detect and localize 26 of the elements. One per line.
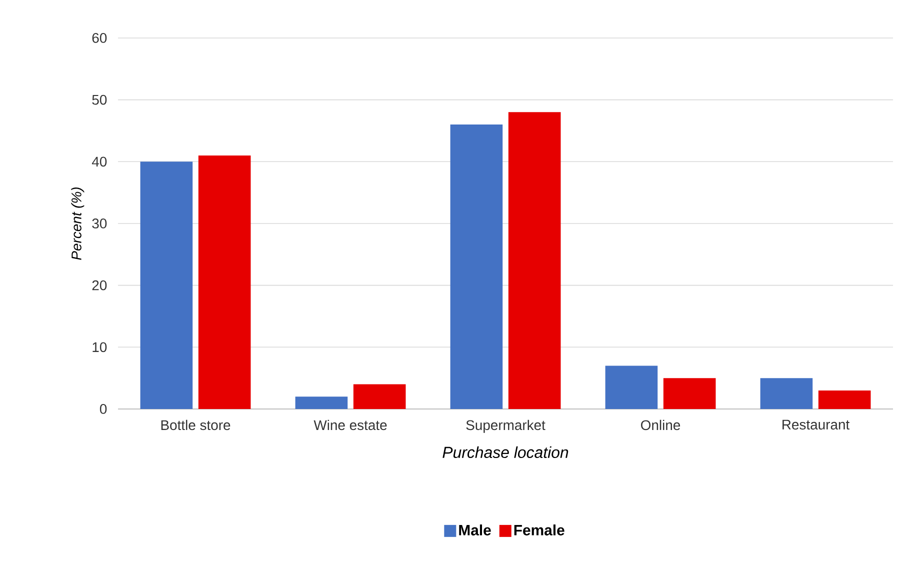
- bar: [198, 155, 251, 409]
- legend-label: Female: [514, 524, 564, 536]
- bar: [605, 366, 658, 409]
- y-tick-label: 0: [100, 404, 107, 414]
- x-tick-label: Bottle store: [161, 420, 230, 430]
- x-tick-label: Wine estate: [314, 420, 387, 430]
- bar: [140, 162, 193, 409]
- x-tick-label: Online: [641, 420, 680, 430]
- y-axis-title: Percent (%): [71, 188, 84, 260]
- legend-label: Male: [459, 524, 491, 536]
- y-tick-label: 20: [92, 280, 107, 290]
- bar: [663, 378, 716, 409]
- x-tick-label: Restaurant: [782, 420, 850, 430]
- bar: [295, 396, 348, 409]
- bar: [760, 378, 813, 409]
- bar: [818, 390, 871, 409]
- y-tick-label: 40: [92, 156, 107, 167]
- y-tick-label: 10: [92, 342, 107, 352]
- x-axis-title: Purchase location: [442, 446, 568, 458]
- bar: [508, 112, 561, 409]
- bar: [450, 124, 503, 409]
- x-tick-label: Supermarket: [466, 420, 546, 433]
- bar: [353, 384, 406, 409]
- y-tick-label: 30: [92, 218, 107, 228]
- y-tick-label: 60: [92, 33, 107, 43]
- y-tick-label: 50: [92, 94, 107, 105]
